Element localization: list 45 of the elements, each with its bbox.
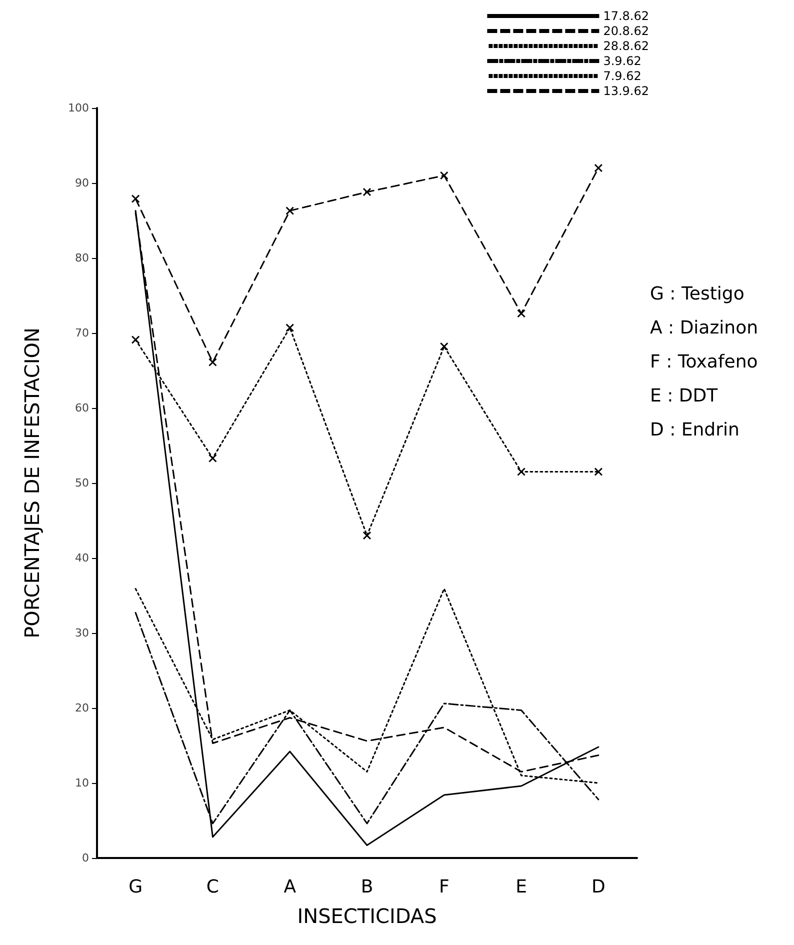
y-tick-label: 70: [75, 326, 89, 340]
x-tick-label: B: [360, 876, 374, 898]
point: [286, 206, 294, 215]
point: [594, 164, 603, 172]
y-tick-label: 60: [75, 402, 89, 414]
x-tick-label: E: [516, 876, 527, 898]
y-tick-label: 20: [75, 702, 89, 714]
point: [440, 342, 448, 351]
point: [208, 358, 217, 366]
x-tick-label: C: [206, 876, 220, 898]
legend-label: 13.9.62: [603, 84, 650, 98]
y-tick-label: 90: [75, 176, 89, 190]
text: D : Endrin: [650, 420, 740, 440]
point: [517, 309, 526, 318]
y-tick-label: 100: [68, 102, 89, 114]
y-tick-label: 80: [75, 252, 89, 264]
legend-label: 28.8.62: [603, 39, 650, 53]
y-tick-label: 30: [75, 626, 89, 640]
point: [131, 336, 140, 344]
legend-label: 20.8.62: [603, 24, 650, 38]
point: [286, 324, 294, 332]
point: [362, 188, 372, 196]
legend-label: 17.8.62: [603, 9, 650, 23]
point: [440, 171, 448, 180]
x-tick-label: F: [438, 876, 450, 898]
x-tick-label: A: [284, 876, 297, 898]
legend-label: 3.9.62: [603, 54, 642, 68]
text: F : Toxafeno: [650, 352, 758, 372]
text: G : Testigo: [650, 284, 744, 304]
point: [131, 194, 140, 203]
point: [208, 454, 217, 462]
y-tick-label: 10: [75, 776, 89, 790]
y-tick-label: 50: [75, 476, 89, 490]
x-axis-title: INSECTICIDAS: [297, 904, 437, 928]
point: [594, 468, 603, 476]
legend-label: 7.9.62: [603, 69, 642, 83]
y-axis-title: PORCENTAJES DE INFESTACION: [20, 328, 44, 638]
x-tick-label: D: [591, 876, 606, 898]
text: E : DDT: [650, 386, 719, 406]
y-tick-label: 40: [75, 552, 89, 564]
x-tick-label: G: [128, 876, 143, 898]
y-tick-label: 0: [82, 852, 89, 864]
text: A : Diazinon: [650, 318, 758, 338]
point: [517, 468, 526, 476]
point: [362, 531, 372, 540]
